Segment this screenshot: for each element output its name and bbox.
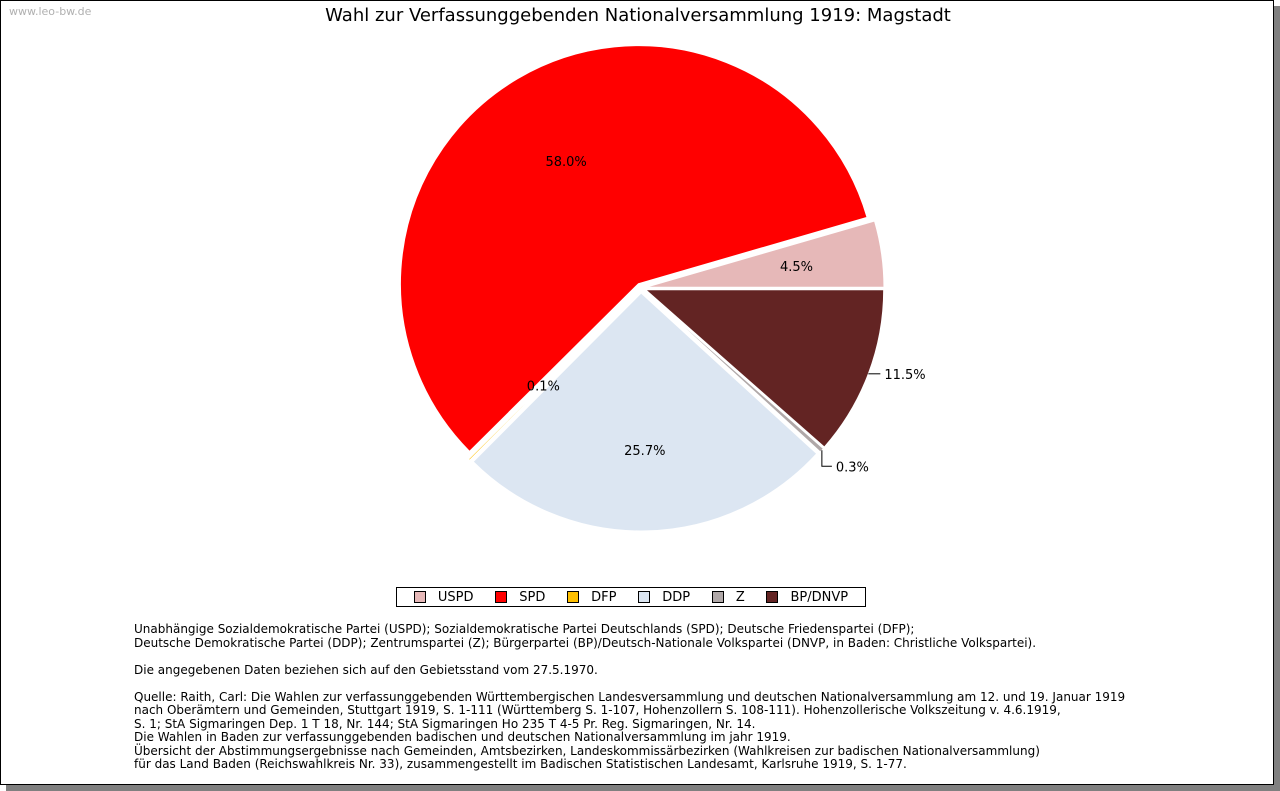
- legend-item-ddp: DDP: [638, 590, 690, 605]
- pie-label-uspd: 4.5%: [780, 260, 813, 275]
- legend-swatch-ddp: [638, 591, 651, 603]
- legend-label-z: Z: [735, 589, 745, 605]
- pie-label-spd: 58.0%: [545, 155, 586, 170]
- source-note-line: Die Wahlen in Baden zur verfassunggebend…: [134, 730, 791, 744]
- parties-note-line: Deutsche Demokratische Partei (DDP); Zen…: [134, 635, 1037, 650]
- legend-label-uspd: USPD: [437, 589, 474, 605]
- watermark: www.leo-bw.de: [9, 5, 92, 18]
- source-note-line: Übersicht der Abstimmungsergebnisse nach…: [134, 743, 1040, 758]
- pie-label-z: 0.3%: [836, 460, 869, 475]
- pie-slice-ddp: [472, 292, 818, 532]
- legend-item-uspd: USPD: [413, 589, 474, 605]
- legend-swatch-dfp: [567, 591, 580, 603]
- legend-item-dfp: DFP: [567, 590, 616, 605]
- legend-item-z: Z: [711, 589, 745, 605]
- parties-note-line: Unabhängige Sozialdemokratische Partei (…: [134, 622, 915, 636]
- source-note-line: S. 1; StA Sigmaringen Dep. 1 T 18, Nr. 1…: [134, 716, 756, 731]
- pie-slice-z: [644, 290, 825, 453]
- legend-label-spd: SPD: [519, 589, 546, 605]
- territory-note: Die angegebenen Daten beziehen sich auf …: [134, 662, 598, 677]
- legend-item-bp-dnvp: BP/DNVP: [766, 590, 848, 605]
- pie-chart: 4.5% 58.0% 0.1% 25.7% 0.3% 11.5%: [400, 45, 926, 532]
- legend: USPD SPD DFP DDP Z BP/DNVP: [396, 587, 866, 607]
- legend-label-ddp: DDP: [662, 589, 691, 605]
- legend-item-spd: SPD: [495, 590, 545, 605]
- legend-swatch-bp-dnvp: [766, 591, 779, 603]
- pie-label-bp-dnvp: 11.5%: [884, 368, 925, 383]
- legend-swatch-uspd: [413, 591, 426, 603]
- pie-label-dfp: 0.1%: [527, 380, 560, 395]
- pie-slice-dfp: [467, 291, 638, 461]
- pie-label-ddp: 25.7%: [624, 444, 665, 459]
- legend-swatch-z: [711, 591, 724, 603]
- pie-slice-uspd: [645, 220, 885, 288]
- source-note-line: für das Land Baden (Reichswahlkreis Nr. …: [134, 757, 907, 771]
- footnotes: Unabhängige Sozialdemokratische Partei (…: [134, 622, 1254, 772]
- legend-label-dfp: DFP: [591, 589, 617, 605]
- pie-slice-spd: [400, 45, 868, 453]
- source-note-line: Quelle: Raith, Carl: Die Wahlen zur verf…: [134, 689, 1126, 704]
- source-note-line: nach Oberämtern und Gemeinden, Stuttgart…: [134, 703, 1061, 717]
- legend-label-bp-dnvp: BP/DNVP: [790, 589, 849, 605]
- pie-leader-line: [821, 450, 832, 467]
- legend-swatch-spd: [495, 591, 508, 603]
- chart-title: Wahl zur Verfassunggebenden Nationalvers…: [325, 5, 951, 26]
